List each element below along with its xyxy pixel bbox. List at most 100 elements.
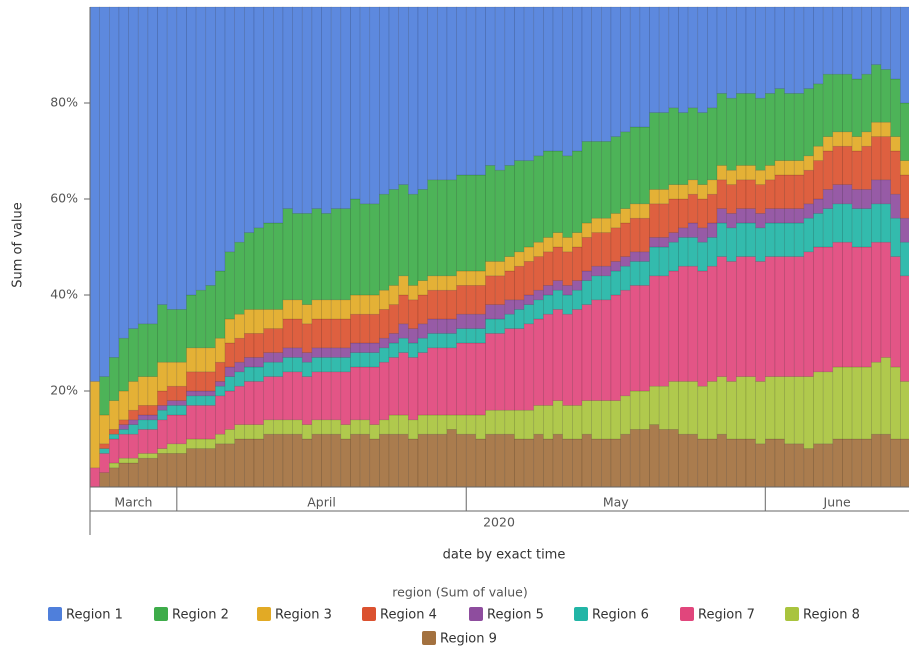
- bar-segment: [678, 265, 689, 382]
- bar-segment: [764, 376, 776, 440]
- bar-segment: [764, 222, 776, 257]
- bar-segment: [581, 433, 592, 487]
- bar-segment: [108, 357, 120, 401]
- bar-segment: [784, 222, 795, 257]
- y-tick-label: 60%: [50, 191, 78, 206]
- bar-segment: [359, 6, 371, 205]
- bar-segment: [379, 309, 390, 339]
- bar-segment: [552, 246, 564, 281]
- bar-segment: [436, 433, 448, 487]
- bar-segment: [620, 289, 631, 397]
- bar-segment: [99, 6, 110, 377]
- bar-segment: [234, 385, 245, 425]
- bar-segment: [147, 429, 158, 454]
- bar-segment: [224, 318, 236, 344]
- bar-segment: [543, 405, 554, 440]
- bar-segment: [427, 333, 438, 349]
- bar-segment: [90, 467, 100, 487]
- bar-segment: [166, 443, 178, 454]
- bar-segment: [224, 342, 236, 368]
- bar-segment: [514, 251, 525, 267]
- bar-segment: [533, 405, 544, 435]
- bar-segment: [205, 448, 216, 487]
- bar-segment: [851, 189, 863, 209]
- bar-segment: [137, 323, 149, 377]
- bar-segment: [678, 198, 689, 229]
- bar-segment: [215, 443, 226, 487]
- bar-segment: [128, 381, 139, 411]
- bar-segment: [157, 405, 168, 411]
- bar-segment: [543, 438, 554, 487]
- bar-segment: [359, 352, 371, 368]
- bar-segment: [658, 6, 670, 113]
- bar-segment: [147, 419, 158, 430]
- bar-segment: [842, 184, 853, 205]
- bar-segment: [813, 213, 824, 248]
- bar-segment: [408, 285, 419, 301]
- bar-segment: [398, 337, 409, 353]
- bar-segment: [842, 241, 853, 368]
- bar-segment: [118, 424, 129, 430]
- bar-segment: [340, 438, 351, 487]
- bar-segment: [379, 361, 390, 421]
- bar-segment: [755, 169, 766, 185]
- bar-segment: [427, 275, 438, 291]
- bar-segment: [446, 275, 457, 291]
- bar-segment: [572, 6, 583, 152]
- bar-segment: [330, 419, 342, 435]
- bar-segment: [350, 352, 361, 368]
- bar-segment: [707, 6, 718, 109]
- bar-segment: [620, 208, 631, 224]
- bar-segment: [832, 131, 843, 147]
- bar-segment: [475, 438, 486, 487]
- bar-segment: [716, 208, 728, 224]
- bar-segment: [176, 361, 187, 387]
- bar-segment: [215, 337, 226, 363]
- bar-segment: [369, 352, 380, 368]
- bar-segment: [851, 366, 863, 440]
- bar-segment: [253, 227, 264, 310]
- bar-segment: [629, 6, 641, 128]
- bar-segment: [716, 93, 728, 166]
- bar-segment: [871, 433, 882, 487]
- bar-segment: [851, 438, 863, 487]
- bar-segment: [620, 395, 631, 435]
- bar-segment: [475, 6, 486, 176]
- x-tick-label: June: [823, 495, 852, 510]
- bar-segment: [736, 256, 747, 377]
- bar-segment: [562, 251, 573, 286]
- bar-segment: [465, 6, 477, 176]
- bar-segment: [321, 433, 332, 487]
- bar-segment: [147, 323, 158, 377]
- bar-segment: [166, 405, 178, 416]
- legend-label: Region 1: [66, 608, 123, 623]
- bar-segment: [629, 429, 641, 487]
- bar-segment: [369, 313, 380, 344]
- bar-segment: [755, 184, 766, 214]
- bar-segment: [157, 409, 168, 421]
- bar-segment: [784, 93, 795, 161]
- bar-segment: [311, 371, 322, 421]
- legend-swatch: [785, 607, 799, 621]
- bar-segment: [562, 155, 573, 238]
- bar-segment: [485, 275, 496, 305]
- bar-segment: [263, 361, 274, 377]
- bar-segment: [880, 121, 892, 137]
- bar-segment: [215, 381, 226, 387]
- bar-segment: [137, 414, 149, 421]
- bar-segment: [292, 433, 303, 487]
- bar-segment: [292, 6, 303, 214]
- bar-segment: [639, 126, 650, 205]
- bar-segment: [118, 337, 129, 392]
- bar-segment: [649, 203, 660, 238]
- bar-segment: [803, 203, 814, 219]
- bar-segment: [388, 357, 400, 416]
- bar-segment: [890, 193, 901, 219]
- bar-segment: [784, 160, 795, 176]
- bar-segment: [813, 145, 824, 161]
- bar-segment: [523, 261, 535, 296]
- bar-segment: [793, 376, 805, 445]
- bar-segment: [224, 429, 236, 445]
- bar-segment: [552, 150, 564, 233]
- bar-segment: [572, 438, 583, 487]
